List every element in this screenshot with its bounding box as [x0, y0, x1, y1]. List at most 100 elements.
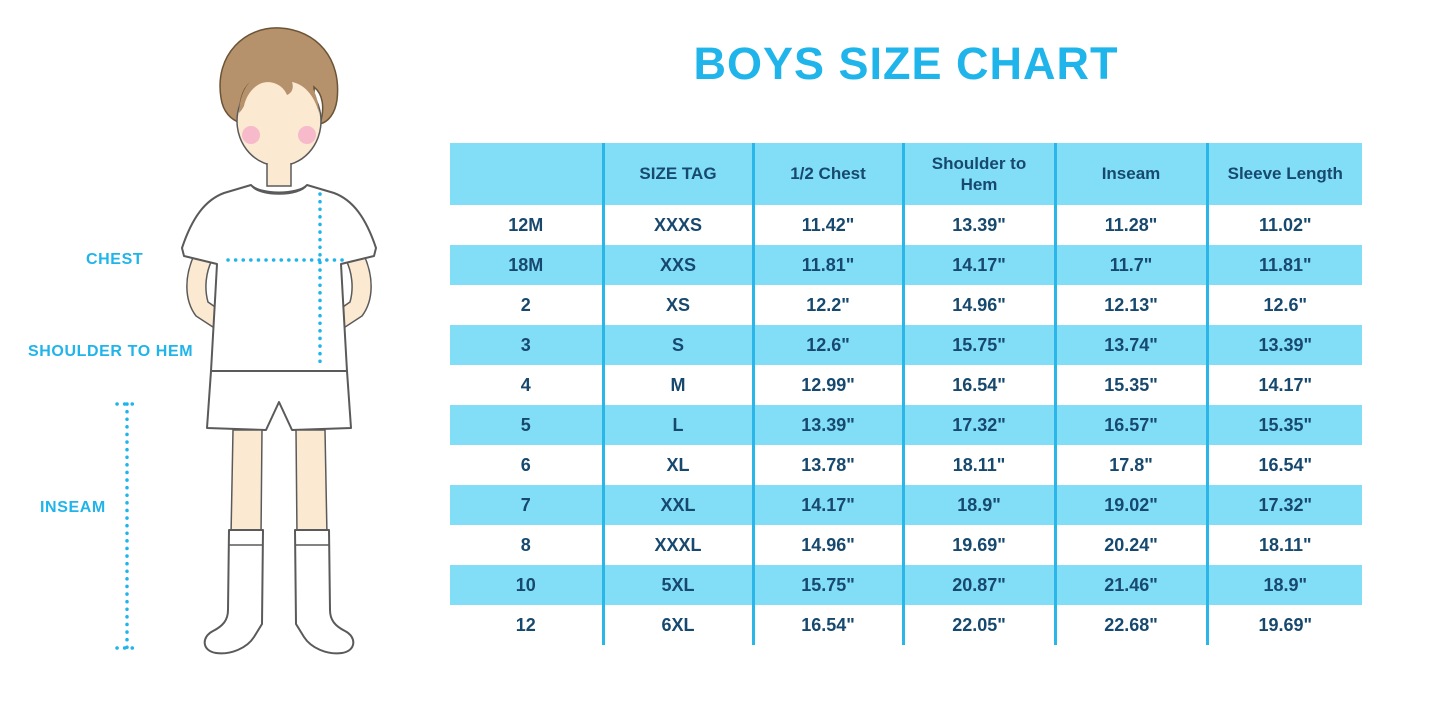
table-cell: 20.24" [1053, 525, 1207, 565]
table-cell: 3 [450, 325, 603, 365]
cheek-left [242, 126, 260, 144]
table-cell: 16.54" [751, 605, 903, 645]
table-header-row: SIZE TAG 1/2 Chest Shoulder to Hem Inseam Sl… [450, 143, 1362, 205]
shorts [206, 370, 352, 431]
table-cell: 20.87" [901, 565, 1055, 605]
boy-illustration [115, 27, 377, 655]
table-cell: 19.69" [901, 525, 1055, 565]
chest-label: CHEST [86, 251, 144, 268]
table-cell: 18.9" [901, 485, 1055, 525]
table-cell: 14.17" [751, 485, 903, 525]
table-cell: 2 [450, 285, 603, 325]
table-cell: 11.7" [1053, 245, 1207, 285]
shoulder-to-hem-label: SHOULDER TO HEM [28, 343, 194, 360]
table-cell: 17.32" [1205, 485, 1362, 525]
table-cell: 11.28" [1053, 205, 1207, 245]
header-cell: Inseam [1053, 143, 1207, 205]
header-cell [450, 143, 603, 205]
table-row: 7 XXL 14.17" 18.9" 19.02" 17.32" [450, 485, 1362, 525]
collar [250, 184, 308, 195]
table-cell: 5 [450, 405, 603, 445]
table-cell: XS [601, 285, 753, 325]
sock-left [203, 529, 264, 655]
table-cell: 14.96" [751, 525, 903, 565]
table-row: 12M XXXS 11.42" 13.39" 11.28" 11.02" [450, 205, 1362, 245]
table-cell: 21.46" [1053, 565, 1207, 605]
table-cell: 18M [450, 245, 603, 285]
cheek-right [298, 126, 316, 144]
table-cell: 22.05" [901, 605, 1055, 645]
table-cell: 12M [450, 205, 603, 245]
table-body: 12M XXXS 11.42" 13.39" 11.28" 11.02" 18M XXS 11.… [450, 205, 1362, 645]
table-cell: 11.42" [751, 205, 903, 245]
table-cell: 22.68" [1053, 605, 1207, 645]
table-row: 18M XXS 11.81" 14.17" 11.7" 11.81" [450, 245, 1362, 285]
table-cell: 19.02" [1053, 485, 1207, 525]
hair-fringe [239, 69, 319, 113]
table-cell: XXS [601, 245, 753, 285]
table-cell: 14.17" [901, 245, 1055, 285]
table-cell: 13.39" [1205, 325, 1362, 365]
table-cell: 15.35" [1053, 365, 1207, 405]
table-cell: 13.39" [901, 205, 1055, 245]
table-row: 12 6XL 16.54" 22.05" 22.68" 19.69" [450, 605, 1362, 645]
table-cell: 12.99" [751, 365, 903, 405]
table-cell: 12.2" [751, 285, 903, 325]
table-cell: XXXS [601, 205, 753, 245]
table-cell: 5XL [601, 565, 753, 605]
table-cell: 10 [450, 565, 603, 605]
table-cell: 13.78" [751, 445, 903, 485]
table-row: 5 L 13.39" 17.32" 16.57" 15.35" [450, 405, 1362, 445]
table-row: 6 XL 13.78" 18.11" 17.8" 16.54" [450, 445, 1362, 485]
table-cell: 14.17" [1205, 365, 1362, 405]
table-cell: 11.02" [1205, 205, 1362, 245]
boy-figure [100, 18, 460, 686]
table-cell: 16.54" [1205, 445, 1362, 485]
table-header: SIZE TAG 1/2 Chest Shoulder to Hem Inseam Sl… [450, 143, 1362, 205]
table-cell: 11.81" [1205, 245, 1362, 285]
table-cell: 4 [450, 365, 603, 405]
table-cell: S [601, 325, 753, 365]
table-cell: 8 [450, 525, 603, 565]
sock-right [294, 529, 355, 655]
header-cell: SIZE TAG [601, 143, 753, 205]
table-row: 3 S 12.6" 15.75" 13.74" 13.39" [450, 325, 1362, 365]
table-cell: 18.11" [901, 445, 1055, 485]
table-cell: 15.75" [901, 325, 1055, 365]
table-cell: 16.54" [901, 365, 1055, 405]
table-cell: M [601, 365, 753, 405]
table-cell: 6 [450, 445, 603, 485]
table-row: 8 XXXL 14.96" 19.69" 20.24" 18.11" [450, 525, 1362, 565]
header-cell: Sleeve Length [1205, 143, 1362, 205]
table-cell: XXXL [601, 525, 753, 565]
table-cell: 12.6" [1205, 285, 1362, 325]
inseam-label: INSEAM [40, 499, 106, 516]
leg-right [295, 429, 328, 537]
table-row: 4 M 12.99" 16.54" 15.35" 14.17" [450, 365, 1362, 405]
table-cell: L [601, 405, 753, 445]
table-cell: 18.9" [1205, 565, 1362, 605]
table-cell: XL [601, 445, 753, 485]
table-cell: 12.13" [1053, 285, 1207, 325]
table-cell: 15.75" [751, 565, 903, 605]
table-cell: 14.96" [901, 285, 1055, 325]
table-cell: 13.39" [751, 405, 903, 445]
table-cell: 12 [450, 605, 603, 645]
table-cell: 16.57" [1053, 405, 1207, 445]
header-cell: 1/2 Chest [751, 143, 903, 205]
table-cell: 17.32" [901, 405, 1055, 445]
table-cell: 6XL [601, 605, 753, 645]
table-cell: 7 [450, 485, 603, 525]
table-cell: 13.74" [1053, 325, 1207, 365]
table-cell: 11.81" [751, 245, 903, 285]
neck [266, 163, 292, 187]
table-row: 10 5XL 15.75" 20.87" 21.46" 18.9" [450, 565, 1362, 605]
page-title: BOYS SIZE CHART [693, 38, 1119, 89]
t-shirt [181, 184, 377, 372]
table-cell: 18.11" [1205, 525, 1362, 565]
header-cell: Shoulder to Hem [901, 143, 1055, 205]
leg-left [230, 429, 263, 537]
table-cell: 17.8" [1053, 445, 1207, 485]
table-cell: 12.6" [751, 325, 903, 365]
